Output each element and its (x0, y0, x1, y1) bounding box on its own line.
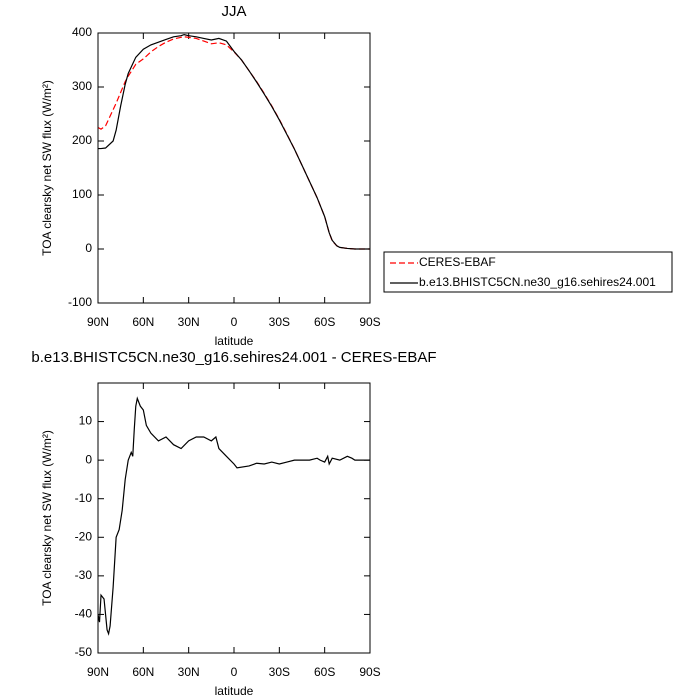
y-tick-label: -40 (75, 607, 93, 621)
y-tick-label: -20 (75, 529, 93, 543)
data-line (97, 396, 370, 636)
x-tick-label: 30S (269, 665, 290, 679)
y-tick-label: 300 (72, 79, 92, 93)
legend-label: b.e13.BHISTC5CN.ne30_g16.sehires24.001 (419, 275, 656, 289)
x-tick-label: 60N (132, 665, 154, 679)
x-tick-label: 30N (178, 315, 200, 329)
x-tick-label: 90N (87, 665, 109, 679)
legend-box (383, 251, 673, 293)
y-tick-label: 200 (72, 133, 92, 147)
data-line (98, 33, 370, 250)
x-tick-label: 90S (359, 315, 380, 329)
x-tick-label: 90S (359, 665, 380, 679)
x-axis-label: latitude (215, 684, 254, 698)
x-tick-label: 0 (231, 315, 238, 329)
plot-frame (97, 382, 371, 654)
y-tick-label: 100 (72, 187, 92, 201)
y-axis-label: TOA clearsky net SW flux (W/m²) (40, 80, 54, 256)
y-tick-label: -10 (75, 491, 93, 505)
y-tick-label: -100 (68, 295, 92, 309)
plot-frame (97, 32, 371, 304)
y-tick-label: -30 (75, 568, 93, 582)
chart-title: JJA (221, 3, 246, 20)
y-tick-label: 400 (72, 25, 92, 39)
y-tick-label: -50 (75, 645, 93, 659)
chart-title: b.e13.BHISTC5CN.ne30_g16.sehires24.001 -… (31, 349, 436, 366)
x-tick-label: 60S (314, 665, 335, 679)
data-line (97, 36, 370, 250)
y-tick-label: 10 (79, 414, 93, 428)
y-tick-label: 0 (85, 241, 92, 255)
y-tick-label: 0 (85, 452, 92, 466)
x-tick-label: 60N (132, 315, 154, 329)
y-axis-label: TOA clearsky net SW flux (W/m²) (40, 430, 54, 606)
x-tick-label: 90N (87, 315, 109, 329)
x-tick-label: 30S (269, 315, 290, 329)
x-axis-label: latitude (215, 334, 254, 348)
x-tick-label: 60S (314, 315, 335, 329)
legend-label: CERES-EBAF (419, 255, 496, 269)
x-tick-label: 30N (178, 665, 200, 679)
x-tick-label: 0 (231, 665, 238, 679)
